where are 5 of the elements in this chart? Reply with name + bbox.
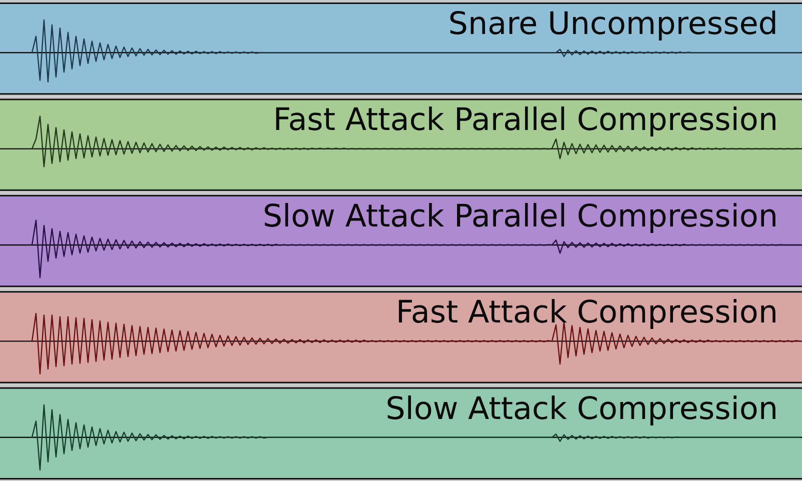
- chart-title: Slow Attack Parallel Compression: [262, 198, 778, 234]
- chart-title: Fast Attack Compression: [396, 294, 778, 331]
- chart-title: Snare Uncompressed: [448, 6, 778, 42]
- chart-title: Fast Attack Parallel Compression: [273, 102, 778, 138]
- chart-title: Slow Attack Compression: [386, 390, 778, 427]
